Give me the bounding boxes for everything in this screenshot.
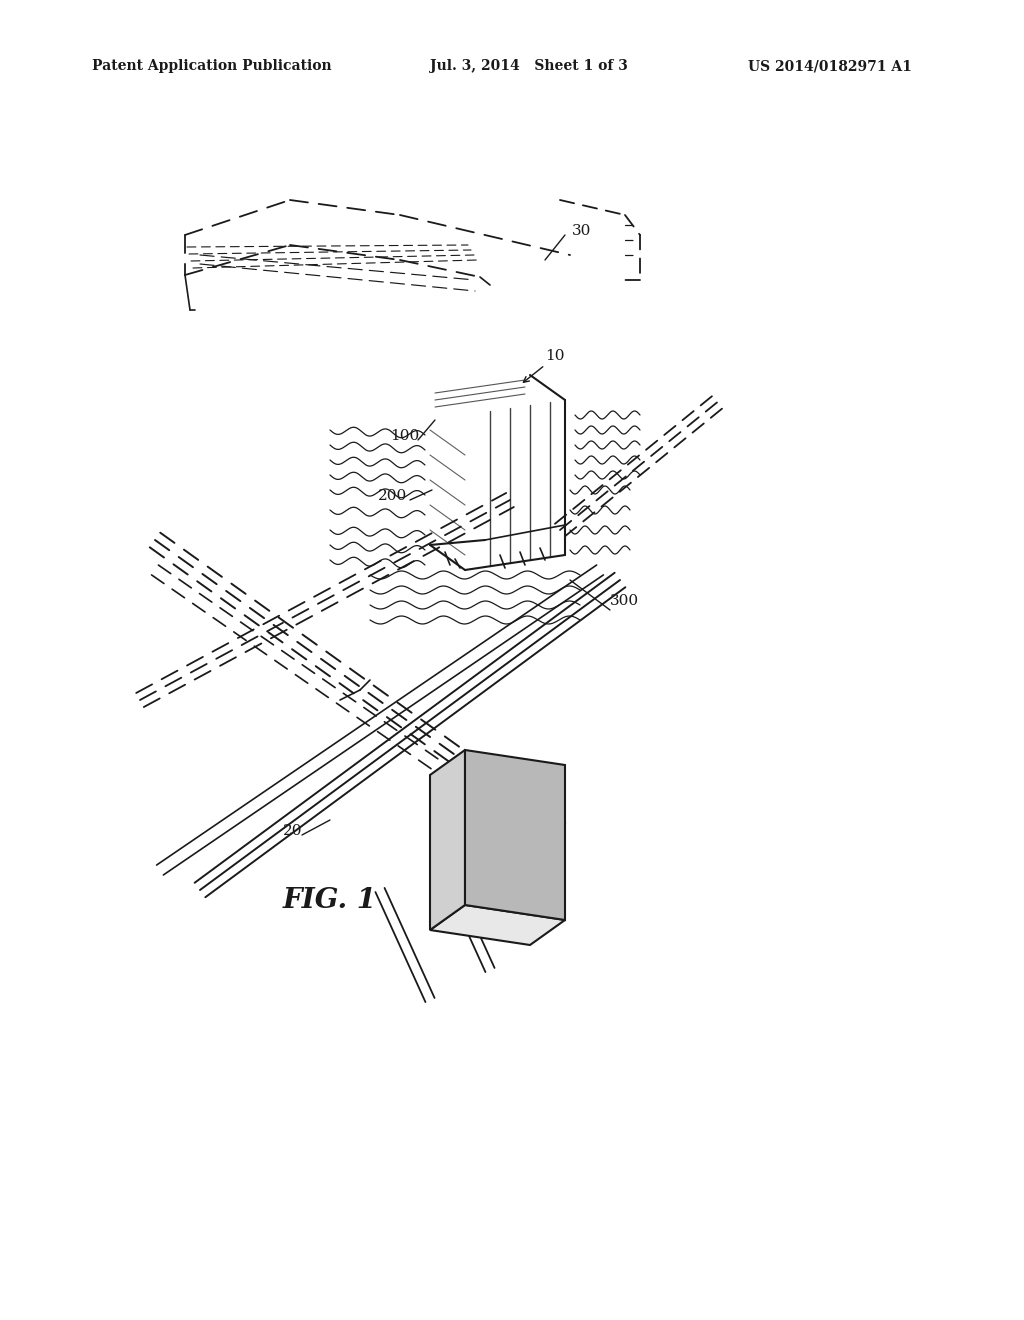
- Text: 20: 20: [283, 824, 302, 838]
- Text: FIG. 1: FIG. 1: [283, 887, 377, 913]
- Text: US 2014/0182971 A1: US 2014/0182971 A1: [748, 59, 911, 74]
- Text: 10: 10: [545, 348, 564, 363]
- Polygon shape: [465, 750, 565, 920]
- Polygon shape: [430, 750, 465, 931]
- Text: 200: 200: [378, 488, 408, 503]
- Text: 100: 100: [390, 429, 419, 444]
- Text: 30: 30: [572, 224, 592, 238]
- Text: 300: 300: [610, 594, 639, 609]
- Text: Patent Application Publication: Patent Application Publication: [92, 59, 332, 74]
- Text: Jul. 3, 2014   Sheet 1 of 3: Jul. 3, 2014 Sheet 1 of 3: [430, 59, 628, 74]
- Polygon shape: [430, 906, 565, 945]
